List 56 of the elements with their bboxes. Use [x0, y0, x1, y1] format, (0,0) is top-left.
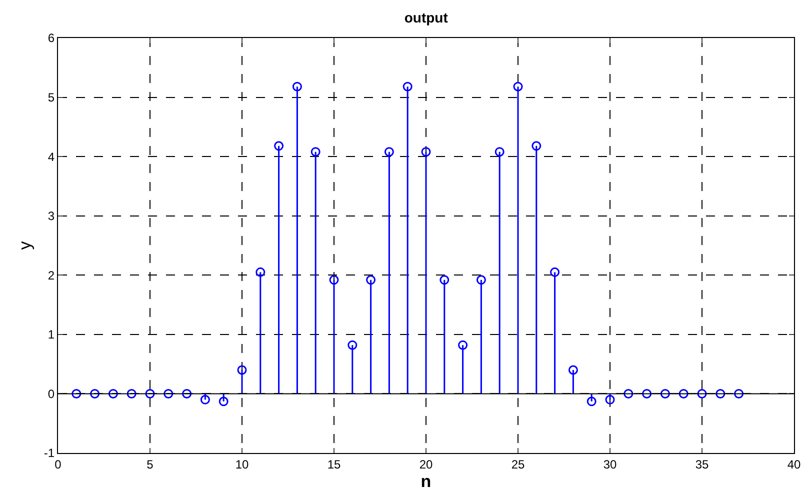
y-tick-label: 5: [48, 90, 55, 104]
point: [697, 388, 707, 398]
point: [274, 141, 284, 151]
point: [310, 147, 320, 157]
point: [458, 340, 468, 350]
point: [200, 394, 210, 404]
point: [476, 275, 486, 285]
point: [532, 141, 542, 151]
point: [90, 388, 100, 398]
point: [145, 388, 155, 398]
point: [734, 388, 744, 398]
y-tick-label: -1: [44, 446, 55, 460]
point: [513, 82, 523, 92]
point: [421, 147, 431, 157]
x-tick-label: 30: [603, 457, 617, 472]
y-tick-label: 6: [48, 31, 55, 46]
y-axis-title: y: [15, 240, 34, 250]
x-tick-label: 20: [419, 457, 433, 472]
point: [256, 267, 266, 277]
point: [126, 388, 136, 398]
x-tick-label: 40: [787, 457, 801, 472]
point: [292, 82, 302, 92]
point: [642, 388, 652, 398]
point: [72, 388, 82, 398]
point: [716, 388, 726, 398]
point: [550, 267, 560, 277]
y-tick-label: 1: [48, 328, 55, 342]
point: [402, 82, 412, 92]
chart-title: output: [404, 9, 448, 26]
point: [218, 396, 228, 406]
point: [329, 275, 339, 285]
x-tick-label: 10: [235, 457, 249, 472]
point: [164, 388, 174, 398]
x-tick-label: 25: [511, 457, 525, 472]
point: [568, 365, 578, 375]
point: [440, 275, 450, 285]
point: [182, 388, 192, 398]
y-tick-label: 4: [48, 150, 55, 164]
point: [678, 388, 688, 398]
x-tick-label: 5: [146, 457, 154, 472]
x-axis-title: n: [420, 472, 432, 491]
point: [624, 388, 634, 398]
point: [108, 388, 118, 398]
x-tick-label: 35: [695, 457, 709, 472]
point: [494, 147, 504, 157]
y-tick-label: 3: [48, 209, 55, 224]
point: [237, 365, 247, 375]
point: [586, 396, 596, 406]
point: [348, 340, 358, 350]
point: [366, 275, 376, 285]
point: [605, 394, 615, 404]
y-tick-label: 2: [48, 268, 55, 282]
y-tick-label: 0: [48, 386, 55, 401]
x-tick-label: 15: [327, 457, 341, 472]
point: [384, 147, 394, 157]
point: [660, 388, 670, 398]
